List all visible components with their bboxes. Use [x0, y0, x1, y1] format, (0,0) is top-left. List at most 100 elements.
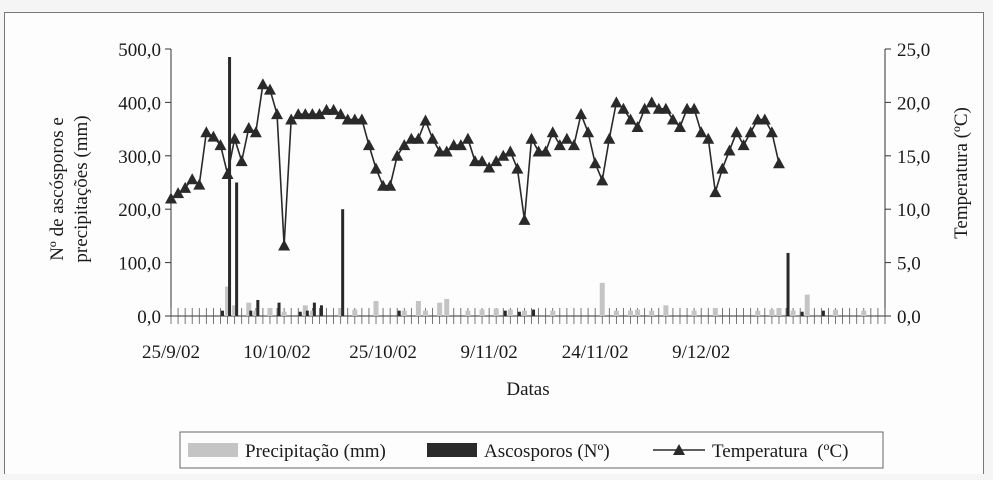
temperature-point [575, 108, 588, 120]
precip-bar [267, 307, 273, 316]
temperature-point [702, 132, 715, 144]
temperature-point [327, 103, 340, 115]
temperature-point [419, 114, 432, 126]
precip-bar [309, 310, 315, 316]
temperature-point [518, 213, 531, 225]
temperature-point [235, 155, 248, 167]
temperature-point [179, 181, 192, 193]
temperature-point [560, 132, 573, 144]
temperature-point [553, 139, 566, 151]
temperature-point [249, 126, 262, 138]
ascospore-bar [312, 302, 316, 316]
precip-bar [833, 309, 839, 316]
ascospore-bar [319, 305, 323, 316]
precip-bar [507, 309, 513, 316]
precip-bar [712, 307, 718, 316]
temperature-point [673, 120, 686, 132]
temperature-point [228, 132, 241, 144]
temperature-point [461, 132, 474, 144]
ascospore-bar [397, 310, 401, 316]
y-left-tick-label: 400,0 [118, 93, 161, 114]
temperature-point [271, 108, 284, 120]
temperature-point [645, 96, 658, 108]
temperature-point [214, 139, 227, 151]
precip-bar [776, 307, 782, 316]
precip-bar [663, 305, 669, 316]
temperature-point [666, 113, 679, 125]
temperature-point [221, 167, 234, 179]
temperature-point [511, 162, 524, 174]
temperature-point [172, 187, 185, 199]
temperature-point [695, 126, 708, 138]
y-right-tick-label: 25,0 [897, 40, 930, 61]
temperature-point [476, 155, 489, 167]
temperature-point [765, 126, 778, 138]
temperature-point [596, 174, 609, 186]
temperature-point [709, 186, 722, 198]
temperature-point [504, 145, 517, 157]
temperature-point [186, 173, 199, 185]
temperature-point [617, 102, 630, 114]
temperature-point [737, 139, 750, 151]
temperature-point [730, 126, 743, 138]
temperature-point [688, 102, 701, 114]
y-left-tick-label: 100,0 [118, 254, 161, 275]
precip-bar [790, 310, 796, 316]
temperature-point [165, 192, 177, 204]
x-tick-label: 25/9/02 [142, 342, 200, 363]
precip-bar [225, 286, 231, 316]
precip-bar [861, 310, 867, 316]
precip-bar [352, 309, 358, 316]
y-right-tick-label: 10,0 [897, 200, 930, 221]
precip-bar [635, 309, 641, 316]
temperature-point [313, 108, 326, 120]
temperature-point [610, 96, 623, 108]
temperature-point [207, 130, 220, 142]
temperature-series [165, 78, 785, 251]
temperature-point [256, 78, 269, 90]
legend: Precipitação (mm) Ascosporos (Nº) Temper… [179, 431, 884, 469]
ascospore-bar [298, 311, 302, 316]
precip-bar [465, 310, 471, 316]
precip-bar [628, 310, 634, 316]
legend-swatch-precip [188, 443, 238, 457]
y-left-tick-label: 200,0 [118, 200, 161, 221]
x-tick-label: 24/11/02 [562, 342, 629, 363]
ascospore-bar [341, 209, 345, 316]
x-tick-label: 9/12/02 [672, 342, 730, 363]
precip-bar [691, 310, 697, 316]
legend-label-temp: Temperatura (ºC) [712, 441, 848, 462]
temperature-point [263, 83, 276, 95]
x-tick-label: 25/10/02 [349, 342, 417, 363]
y-left-tick-label: 500,0 [118, 40, 161, 61]
temperature-point [355, 113, 368, 125]
temperature-point [440, 145, 453, 157]
x-axis-title: Datas [506, 379, 549, 400]
precip-bar [444, 298, 450, 316]
temperature-point [490, 155, 503, 167]
precip-bar [493, 308, 499, 316]
y-axis-right-title: Temperatura (ºC) [951, 107, 972, 239]
precip-bar [338, 307, 344, 316]
x-tick-label: 10/10/02 [243, 342, 311, 363]
temperature-point [412, 132, 425, 144]
precip-bar [232, 305, 238, 316]
temperature-point [384, 179, 397, 191]
ascospore-bar [256, 299, 260, 316]
temperature-point [200, 126, 213, 138]
ascospore-bar [220, 310, 224, 316]
precip-bar [373, 301, 379, 316]
precip-bar [804, 294, 810, 316]
temperature-point [362, 139, 375, 151]
y-left-tick-label: 0,0 [137, 307, 161, 328]
ascospore-bar [235, 182, 239, 316]
ascospore-bar [277, 302, 281, 316]
ascospore-bar [228, 57, 232, 316]
temperature-point [193, 178, 206, 190]
precip-bar [479, 309, 485, 316]
legend-label-precip: Precipitação (mm) [245, 441, 386, 462]
y-right-tick-label: 5,0 [897, 254, 921, 275]
temperature-point [744, 126, 757, 138]
chart-frame: 0,0 100,0 200,0 300,0 400,0 500,0 0,0 5,0 10,0 15… [4, 12, 984, 474]
temperature-point [398, 139, 411, 151]
